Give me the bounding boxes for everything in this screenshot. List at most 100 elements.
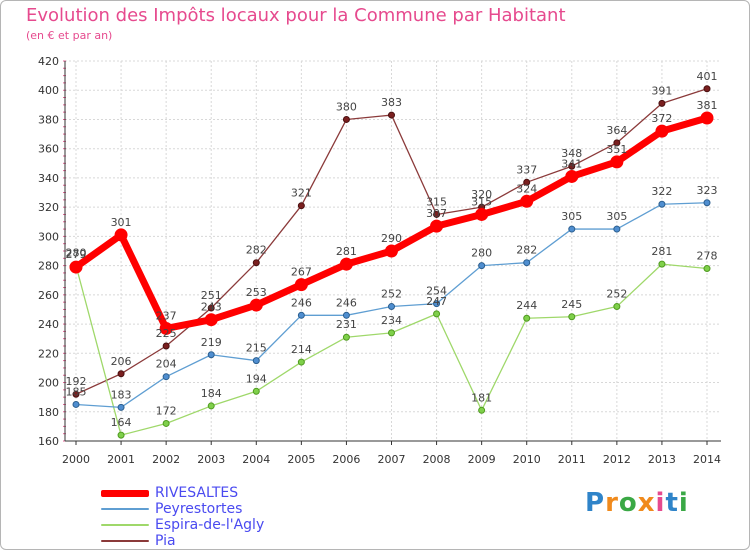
data-point-pia bbox=[703, 85, 711, 93]
data-point-rivesaltes bbox=[655, 124, 669, 138]
data-label-espira-de-l-agly: 194 bbox=[246, 372, 267, 385]
x-tick-label: 2004 bbox=[242, 453, 270, 466]
data-point-espira-de-l-agly bbox=[433, 310, 441, 318]
data-point-rivesaltes bbox=[249, 298, 263, 312]
data-label-peyrestortes: 322 bbox=[651, 185, 672, 198]
data-point-espira-de-l-agly bbox=[658, 260, 666, 268]
data-point-peyrestortes bbox=[703, 199, 711, 207]
logo-letter: i bbox=[655, 488, 666, 518]
y-tick-label: 420 bbox=[38, 55, 59, 68]
y-tick-label: 180 bbox=[38, 406, 59, 419]
data-label-rivesaltes: 372 bbox=[651, 112, 672, 125]
data-point-peyrestortes bbox=[342, 311, 350, 319]
data-label-pia: 320 bbox=[471, 188, 492, 201]
data-point-peyrestortes bbox=[613, 225, 621, 233]
data-label-pia: 348 bbox=[561, 147, 582, 160]
data-label-peyrestortes: 323 bbox=[697, 184, 718, 197]
data-point-rivesaltes bbox=[565, 169, 579, 183]
data-point-espira-de-l-agly bbox=[703, 265, 711, 273]
data-label-rivesaltes: 237 bbox=[156, 309, 177, 322]
data-label-rivesaltes: 290 bbox=[381, 232, 402, 245]
data-label-peyrestortes: 305 bbox=[561, 210, 582, 223]
data-label-espira-de-l-agly: 172 bbox=[156, 404, 177, 417]
data-point-peyrestortes bbox=[162, 373, 170, 381]
data-point-rivesaltes bbox=[430, 219, 444, 233]
data-point-rivesaltes bbox=[385, 244, 398, 258]
logo-letter: x bbox=[637, 488, 656, 518]
x-tick-label: 2011 bbox=[558, 453, 586, 466]
x-tick-label: 2007 bbox=[378, 453, 406, 466]
data-point-rivesaltes bbox=[339, 257, 353, 271]
data-point-peyrestortes bbox=[72, 400, 80, 408]
data-label-espira-de-l-agly: 214 bbox=[291, 343, 312, 356]
data-point-pia bbox=[523, 178, 531, 186]
data-label-peyrestortes: 246 bbox=[336, 296, 357, 309]
y-tick-label: 200 bbox=[38, 377, 59, 390]
x-tick-label: 2014 bbox=[693, 453, 721, 466]
data-label-peyrestortes: 246 bbox=[291, 296, 312, 309]
data-point-pia bbox=[207, 304, 215, 312]
data-point-rivesaltes bbox=[114, 228, 128, 242]
legend-swatch bbox=[101, 489, 149, 497]
legend-entry: Pia bbox=[101, 533, 331, 549]
data-label-peyrestortes: 204 bbox=[156, 358, 177, 371]
x-tick-label: 2006 bbox=[332, 453, 360, 466]
data-label-espira-de-l-agly: 181 bbox=[471, 391, 492, 404]
data-point-pia bbox=[72, 390, 80, 398]
data-point-espira-de-l-agly bbox=[342, 333, 350, 341]
data-label-rivesaltes: 324 bbox=[516, 182, 537, 195]
data-point-pia bbox=[568, 162, 576, 170]
data-point-espira-de-l-agly bbox=[568, 313, 576, 321]
data-point-espira-de-l-agly bbox=[478, 406, 486, 414]
data-label-peyrestortes: 183 bbox=[111, 388, 132, 401]
chart-legend: RIVESALTES Peyrestortes Espira-de-l'Agly Pi… bbox=[101, 485, 331, 549]
logo-letter: o bbox=[618, 488, 638, 518]
data-label-rivesaltes: 267 bbox=[291, 266, 312, 279]
x-tick-label: 2005 bbox=[287, 453, 315, 466]
data-label-pia: 206 bbox=[111, 355, 132, 368]
y-tick-label: 240 bbox=[38, 318, 59, 331]
data-label-pia: 321 bbox=[291, 187, 312, 200]
data-label-espira-de-l-agly: 164 bbox=[111, 416, 132, 429]
logo-letter: P bbox=[585, 488, 606, 518]
data-label-rivesaltes: 243 bbox=[201, 301, 222, 314]
x-tick-label: 2009 bbox=[468, 453, 496, 466]
data-label-rivesaltes: 253 bbox=[246, 286, 267, 299]
data-label-espira-de-l-agly: 278 bbox=[697, 250, 718, 263]
data-label-pia: 192 bbox=[66, 375, 87, 388]
chart-title: Evolution des Impôts locaux pour la Comm… bbox=[26, 5, 566, 26]
legend-swatch bbox=[101, 524, 149, 526]
data-label-pia: 251 bbox=[201, 289, 222, 302]
data-label-rivesaltes: 351 bbox=[606, 143, 627, 156]
data-label-espira-de-l-agly: 245 bbox=[561, 298, 582, 311]
y-tick-label: 340 bbox=[38, 172, 59, 185]
data-label-pia: 391 bbox=[651, 84, 672, 97]
data-point-pia bbox=[658, 99, 666, 107]
y-tick-label: 320 bbox=[38, 201, 59, 214]
data-point-pia bbox=[613, 139, 621, 147]
data-point-pia bbox=[342, 115, 350, 123]
data-point-peyrestortes bbox=[523, 259, 531, 267]
data-point-peyrestortes bbox=[252, 357, 260, 365]
data-point-pia bbox=[117, 370, 125, 378]
legend-swatch bbox=[101, 540, 149, 542]
data-label-rivesaltes: 381 bbox=[697, 99, 718, 112]
data-label-peyrestortes: 280 bbox=[471, 247, 492, 260]
data-point-peyrestortes bbox=[117, 403, 125, 411]
data-label-pia: 225 bbox=[156, 327, 177, 340]
y-tick-label: 160 bbox=[38, 435, 59, 448]
legend-entry: Peyrestortes bbox=[101, 501, 331, 517]
data-label-pia: 383 bbox=[381, 96, 402, 109]
data-point-espira-de-l-agly bbox=[523, 314, 531, 322]
x-tick-label: 2003 bbox=[197, 453, 225, 466]
logo-letter: r bbox=[605, 488, 619, 518]
data-point-rivesaltes bbox=[159, 321, 173, 335]
data-point-peyrestortes bbox=[658, 200, 666, 208]
data-label-rivesaltes: 315 bbox=[471, 195, 492, 208]
x-tick-label: 2010 bbox=[513, 453, 541, 466]
y-tick-label: 380 bbox=[38, 113, 59, 126]
data-label-espira-de-l-agly: 247 bbox=[426, 295, 447, 308]
legend-label: Peyrestortes bbox=[155, 501, 243, 517]
data-point-rivesaltes bbox=[520, 194, 534, 208]
